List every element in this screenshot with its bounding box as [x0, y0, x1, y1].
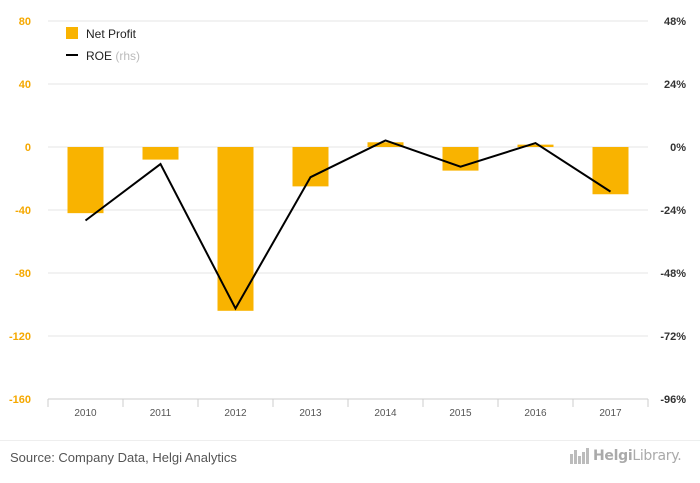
left-axis-tick-label: 0: [25, 142, 31, 154]
left-axis-tick-label: 40: [19, 79, 31, 91]
legend-label-roe-name: ROE: [86, 49, 112, 63]
right-axis-tick-label: -96%: [660, 394, 686, 406]
x-axis-tick-label: 2017: [599, 408, 622, 419]
gridlines: [48, 20, 648, 337]
x-axis-tick-label: 2015: [449, 408, 472, 419]
right-axis-tick-label: -48%: [660, 268, 686, 280]
bar-net-profit: [292, 147, 329, 187]
right-axis-tick-label: -72%: [660, 331, 686, 343]
left-axis-tick-label: -40: [15, 205, 31, 217]
x-axis-tick-label: 2013: [299, 408, 322, 419]
bar-net-profit: [367, 142, 404, 147]
legend-swatch-net-profit: [66, 27, 78, 39]
roe-line: [84, 139, 612, 311]
brand-bold: Helgi: [593, 448, 633, 464]
legend-label-roe-suffix: (rhs): [115, 49, 140, 63]
right-axis-tick-label: 24%: [664, 79, 686, 91]
right-axis-tick-label: 48%: [664, 16, 686, 28]
left-axis-tick-label: -120: [9, 331, 31, 343]
x-axis-tick-label: 2014: [374, 408, 397, 419]
source-note: Source: Company Data, Helgi Analytics: [10, 450, 237, 465]
x-axis-tick-label: 2016: [524, 408, 547, 419]
x-axis-tick-label: 2011: [150, 408, 172, 419]
bars: [67, 142, 629, 311]
left-axis-tick-label: -80: [15, 268, 31, 280]
library-books-icon: [570, 448, 589, 464]
left-axis-tick-label: 80: [19, 16, 31, 28]
chart: 80 48% 40 24% 0 0% -40 -24% -80 -48% -120 -72% -160 -…: [9, 16, 686, 419]
helgi-library-logo: HelgiLibrary.: [570, 448, 682, 464]
bar-net-profit: [592, 147, 629, 195]
footer-divider: [0, 440, 700, 441]
axes: 80 48% 40 24% 0 0% -40 -24% -80 -48% -120 -72% -160 -…: [9, 16, 686, 419]
line-roe: [84, 139, 612, 311]
x-axis-tick-label: 2012: [224, 408, 247, 419]
x-axis-tick-label: 2010: [74, 408, 97, 419]
brand-light: Library.: [632, 448, 682, 464]
bar-net-profit: [142, 147, 179, 160]
legend: Net Profit ROE (rhs): [66, 27, 140, 63]
bar-net-profit: [517, 144, 554, 147]
right-axis-tick-label: 0%: [670, 142, 686, 154]
legend-label-roe: ROE (rhs): [86, 49, 140, 63]
left-axis-tick-label: -160: [9, 394, 31, 406]
brand-wordmark: HelgiLibrary.: [593, 448, 682, 464]
right-axis-tick-label: -24%: [660, 205, 686, 217]
legend-label-net-profit: Net Profit: [86, 27, 137, 41]
bar-net-profit: [67, 147, 104, 214]
